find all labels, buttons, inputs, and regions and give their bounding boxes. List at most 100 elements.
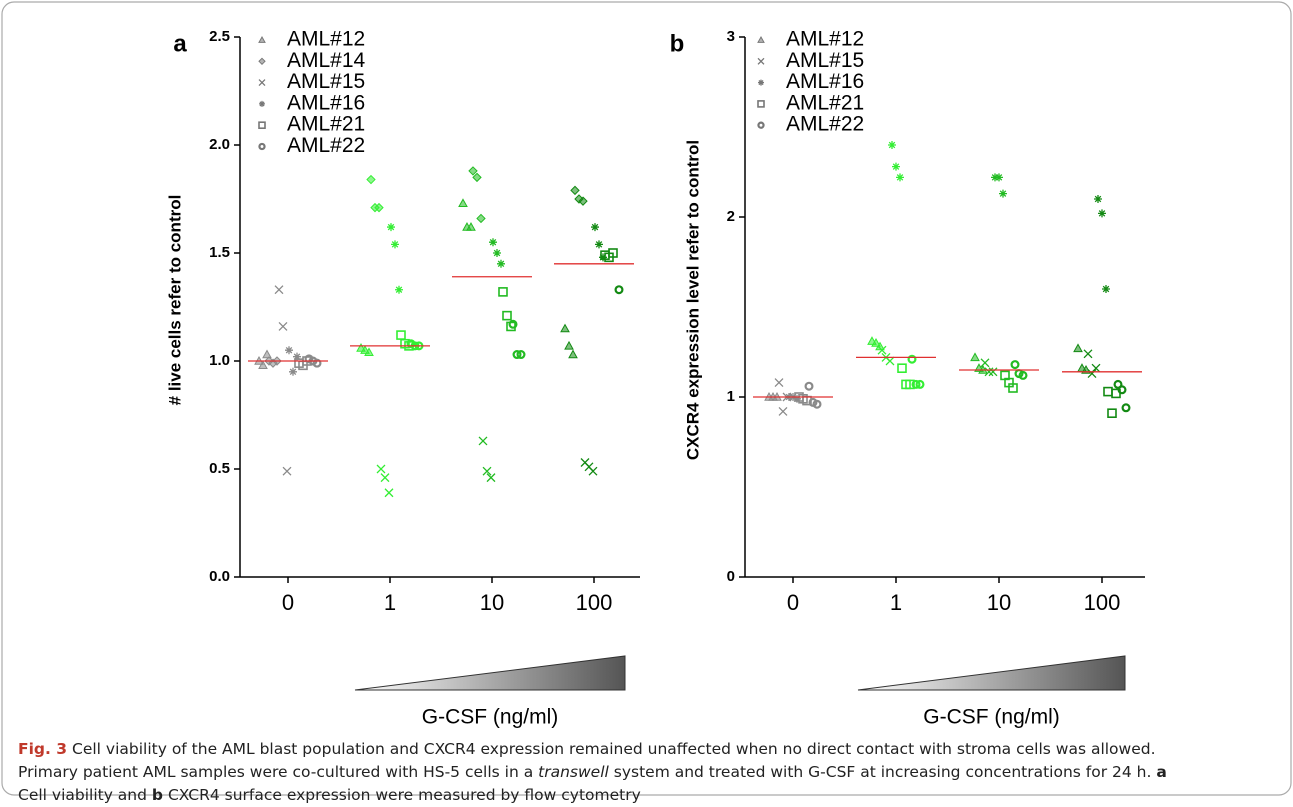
y-tick-label: 1	[727, 388, 735, 405]
point	[570, 185, 580, 196]
point	[608, 248, 618, 258]
point	[516, 350, 526, 360]
y-tick-label: 0	[727, 568, 735, 585]
point	[1018, 370, 1028, 380]
legend-label: AML#16	[786, 70, 864, 93]
point	[1008, 383, 1018, 393]
point	[274, 285, 284, 295]
point	[289, 367, 297, 376]
point	[395, 285, 403, 294]
caption-text: CXCR4 surface expression were measured b…	[163, 786, 641, 804]
y-tick-label: 1.5	[209, 244, 230, 261]
point	[905, 379, 915, 390]
point	[757, 35, 765, 43]
x-tick-label: 0	[787, 590, 799, 615]
point	[915, 379, 925, 389]
point	[568, 349, 578, 359]
point	[564, 340, 574, 350]
legend-label: AML#12	[786, 28, 864, 51]
point	[877, 345, 887, 355]
legend-label: AML#16	[287, 91, 365, 114]
point	[885, 356, 895, 366]
caption-text: Cell viability of the AML blast populati…	[67, 740, 1156, 758]
y-tick-label: 0.0	[209, 568, 230, 585]
point	[560, 323, 570, 333]
x-axis-label: G-CSF (ng/ml)	[923, 706, 1060, 729]
point	[472, 172, 482, 183]
point	[258, 142, 266, 151]
legend-label: AML#21	[786, 91, 864, 114]
point	[588, 466, 598, 476]
point	[458, 198, 468, 208]
point	[258, 35, 266, 43]
point	[489, 238, 497, 247]
point	[380, 473, 390, 483]
caption-text: Primary patient AML samples were co-cult…	[18, 763, 539, 781]
point	[312, 358, 322, 368]
point	[258, 121, 266, 129]
point	[396, 330, 406, 340]
point	[896, 173, 904, 182]
point	[482, 466, 492, 476]
point	[262, 349, 272, 359]
point	[1083, 349, 1093, 359]
point	[285, 346, 293, 355]
point	[804, 381, 814, 391]
point	[258, 57, 266, 66]
point	[578, 196, 588, 206]
point	[1103, 386, 1113, 397]
point	[995, 173, 1003, 182]
point	[478, 436, 488, 446]
legend-label: AML#22	[786, 113, 864, 136]
x-tick-label: 10	[480, 590, 504, 615]
point	[907, 354, 917, 364]
x-tick-label: 1	[890, 590, 902, 615]
point	[774, 378, 784, 388]
point	[595, 240, 603, 249]
y-tick-label: 2	[727, 208, 735, 225]
caption-bold: a	[1156, 763, 1167, 781]
x-tick-label: 0	[282, 590, 294, 615]
x-tick-label: 100	[576, 590, 613, 615]
point	[757, 100, 765, 108]
panel-label: a	[173, 30, 187, 57]
point	[502, 310, 512, 321]
legend-label: AML#22	[287, 134, 365, 157]
legend-label: AML#15	[287, 70, 365, 93]
x-tick-label: 100	[1084, 590, 1121, 615]
point	[984, 367, 994, 377]
point	[897, 363, 907, 374]
point	[591, 223, 599, 232]
point	[911, 379, 921, 389]
point	[508, 319, 518, 329]
caption-italic: transwell	[538, 763, 609, 781]
x-tick-label: 10	[987, 590, 1011, 615]
point	[1091, 363, 1101, 373]
caption-label: Fig. 3	[18, 740, 68, 758]
point	[757, 57, 765, 65]
point	[892, 162, 900, 171]
point	[758, 79, 764, 86]
point	[468, 166, 478, 176]
point	[258, 79, 266, 87]
point	[258, 360, 268, 370]
y-tick-label: 1.0	[209, 352, 230, 369]
point	[476, 213, 486, 224]
point	[614, 285, 624, 295]
point	[599, 253, 607, 262]
point	[293, 352, 301, 361]
point	[888, 141, 896, 149]
point	[1094, 195, 1102, 203]
point	[384, 488, 394, 498]
legend-label: AML#12	[287, 28, 365, 51]
y-tick-label: 3	[727, 28, 735, 45]
point	[366, 174, 376, 185]
point	[498, 287, 508, 297]
concentration-wedge	[354, 655, 626, 691]
point	[1010, 360, 1020, 370]
point	[793, 394, 801, 403]
point	[1117, 385, 1127, 395]
point	[387, 223, 395, 232]
